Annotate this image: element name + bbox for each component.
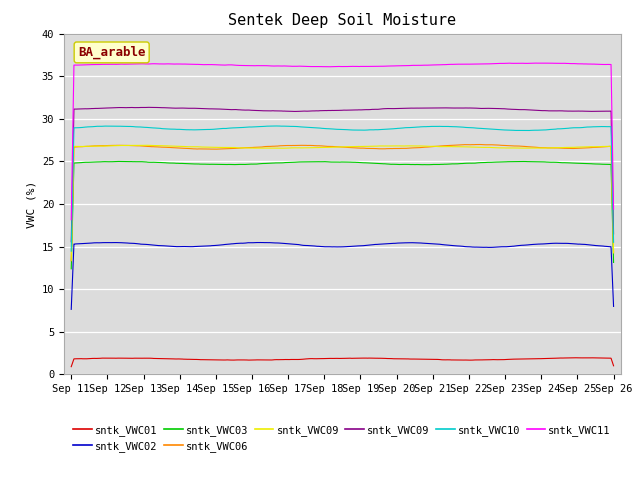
Title: Sentek Deep Soil Moisture: Sentek Deep Soil Moisture xyxy=(228,13,456,28)
Line: sntk_VWC01: sntk_VWC01 xyxy=(71,358,614,367)
Line: sntk_VWC09: sntk_VWC09 xyxy=(71,145,614,261)
sntk_VWC09 xyxy=(599,108,607,114)
sntk_VWC09 xyxy=(162,105,170,111)
sntk_VWC10 xyxy=(541,127,548,133)
sntk_VWC10 xyxy=(610,240,618,245)
sntk_VWC06 xyxy=(599,144,607,150)
sntk_VWC06 xyxy=(161,144,169,150)
sntk_VWC09 xyxy=(145,105,153,110)
sntk_VWC01 xyxy=(67,364,75,370)
sntk_VWC09 xyxy=(610,231,618,237)
sntk_VWC02 xyxy=(129,240,137,246)
sntk_VWC09 xyxy=(541,108,548,113)
sntk_VWC11 xyxy=(610,206,618,212)
sntk_VWC03 xyxy=(67,266,75,272)
sntk_VWC10 xyxy=(161,126,169,132)
sntk_VWC02 xyxy=(254,240,262,245)
sntk_VWC09 xyxy=(162,143,170,149)
sntk_VWC02 xyxy=(541,241,548,247)
Text: BA_arable: BA_arable xyxy=(78,46,145,59)
sntk_VWC01 xyxy=(299,356,307,362)
sntk_VWC11 xyxy=(299,63,307,69)
sntk_VWC06 xyxy=(129,143,137,148)
sntk_VWC01 xyxy=(599,355,607,361)
sntk_VWC09 xyxy=(276,145,284,151)
sntk_VWC09 xyxy=(129,143,137,148)
sntk_VWC02 xyxy=(599,243,607,249)
sntk_VWC03 xyxy=(129,159,137,165)
sntk_VWC01 xyxy=(541,356,548,361)
sntk_VWC11 xyxy=(541,60,548,66)
sntk_VWC09 xyxy=(129,105,137,110)
sntk_VWC03 xyxy=(161,160,169,166)
sntk_VWC11 xyxy=(161,61,169,67)
sntk_VWC03 xyxy=(299,159,307,165)
sntk_VWC02 xyxy=(67,306,75,312)
sntk_VWC09 xyxy=(599,144,607,149)
sntk_VWC11 xyxy=(129,61,137,67)
sntk_VWC09 xyxy=(146,143,154,148)
sntk_VWC11 xyxy=(599,61,607,67)
Line: sntk_VWC06: sntk_VWC06 xyxy=(71,144,614,261)
sntk_VWC06 xyxy=(610,250,618,256)
sntk_VWC02 xyxy=(299,242,307,248)
sntk_VWC10 xyxy=(599,124,607,130)
sntk_VWC09 xyxy=(67,239,75,245)
sntk_VWC06 xyxy=(475,142,483,147)
sntk_VWC10 xyxy=(67,248,75,254)
sntk_VWC03 xyxy=(275,160,283,166)
Line: sntk_VWC03: sntk_VWC03 xyxy=(71,161,614,269)
sntk_VWC01 xyxy=(129,355,137,361)
sntk_VWC09 xyxy=(541,145,548,151)
sntk_VWC06 xyxy=(299,143,307,148)
sntk_VWC11 xyxy=(532,60,540,66)
sntk_VWC02 xyxy=(161,243,169,249)
sntk_VWC06 xyxy=(275,143,283,149)
sntk_VWC09 xyxy=(299,145,307,151)
sntk_VWC10 xyxy=(276,123,284,129)
sntk_VWC03 xyxy=(518,158,526,164)
sntk_VWC10 xyxy=(129,124,137,130)
sntk_VWC06 xyxy=(541,145,548,151)
sntk_VWC09 xyxy=(67,258,75,264)
sntk_VWC10 xyxy=(299,124,307,130)
Line: sntk_VWC02: sntk_VWC02 xyxy=(71,242,614,309)
sntk_VWC06 xyxy=(67,258,75,264)
sntk_VWC01 xyxy=(275,357,283,362)
sntk_VWC02 xyxy=(276,240,284,246)
sntk_VWC10 xyxy=(272,123,280,129)
Line: sntk_VWC11: sntk_VWC11 xyxy=(71,63,614,220)
Line: sntk_VWC10: sntk_VWC10 xyxy=(71,126,614,251)
sntk_VWC02 xyxy=(610,303,618,309)
sntk_VWC11 xyxy=(67,217,75,223)
Line: sntk_VWC09: sntk_VWC09 xyxy=(71,108,614,242)
Y-axis label: VWC (%): VWC (%) xyxy=(26,180,36,228)
sntk_VWC01 xyxy=(569,355,577,360)
sntk_VWC03 xyxy=(541,159,548,165)
Legend: sntk_VWC01, sntk_VWC02, sntk_VWC03, sntk_VWC06, sntk_VWC09, sntk_VWC09, sntk_VWC: sntk_VWC01, sntk_VWC02, sntk_VWC03, sntk… xyxy=(69,420,615,456)
sntk_VWC03 xyxy=(610,260,618,265)
sntk_VWC03 xyxy=(599,161,607,167)
sntk_VWC11 xyxy=(275,63,283,69)
sntk_VWC01 xyxy=(161,356,169,361)
sntk_VWC09 xyxy=(299,108,307,114)
sntk_VWC09 xyxy=(610,250,618,256)
sntk_VWC01 xyxy=(610,363,618,369)
sntk_VWC09 xyxy=(276,108,284,114)
